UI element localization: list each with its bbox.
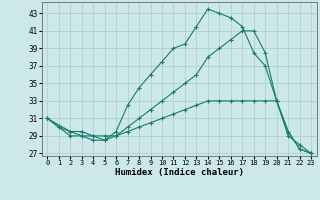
X-axis label: Humidex (Indice chaleur): Humidex (Indice chaleur): [115, 168, 244, 177]
